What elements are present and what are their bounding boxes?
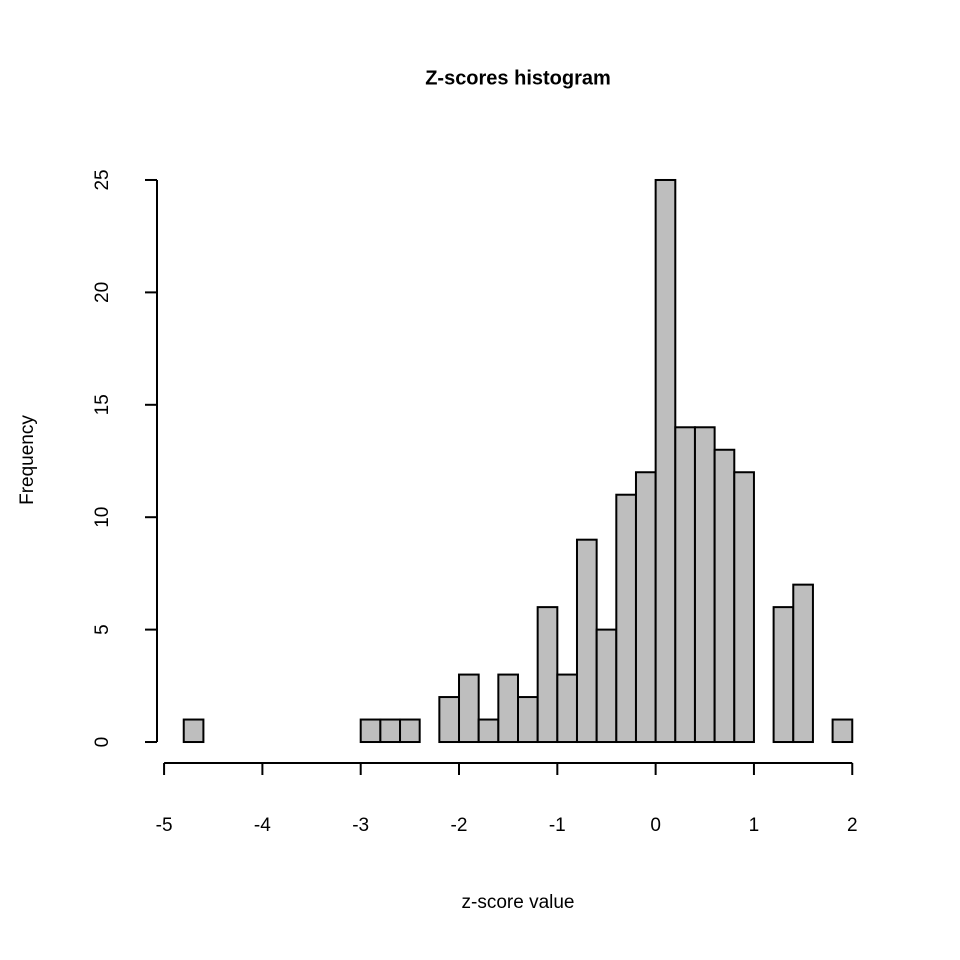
x-axis-label: z-score value [462, 892, 575, 913]
bar [772, 606, 795, 744]
bar [831, 718, 854, 744]
x-tick-label: -1 [549, 815, 566, 836]
bar [477, 718, 500, 744]
y-tick-label: 15 [92, 394, 113, 415]
bar [575, 538, 598, 744]
bar [359, 718, 382, 744]
bar [556, 673, 578, 744]
bar [733, 471, 755, 744]
bar [595, 628, 618, 744]
bar [458, 673, 480, 744]
bar [674, 426, 696, 744]
x-tick-label: 1 [749, 815, 760, 836]
y-tick-label: 25 [92, 169, 113, 190]
y-tick-label: 10 [92, 507, 113, 528]
bar [497, 673, 519, 744]
bar [379, 718, 402, 744]
bar [438, 696, 461, 744]
x-tick-label: -4 [254, 815, 271, 836]
bar [517, 696, 539, 744]
bar [792, 583, 814, 744]
x-tick-label: -2 [451, 815, 468, 836]
x-tick-label: 2 [847, 815, 858, 836]
x-tick-label: -5 [156, 815, 173, 836]
x-tick-label: 0 [650, 815, 661, 836]
bar [693, 426, 716, 744]
y-tick-label: 0 [92, 737, 113, 748]
chart-title: Z-scores histogram [425, 67, 611, 89]
bar [182, 718, 205, 744]
bar [615, 493, 637, 744]
y-axis-label: Frequency [17, 415, 38, 505]
bar [654, 178, 677, 744]
y-tick-label: 20 [92, 282, 113, 303]
bar [634, 471, 657, 744]
bar [399, 718, 421, 744]
bar [536, 606, 559, 744]
y-tick-label: 5 [92, 624, 113, 635]
x-tick-label: -3 [352, 815, 369, 836]
bar [713, 448, 736, 744]
